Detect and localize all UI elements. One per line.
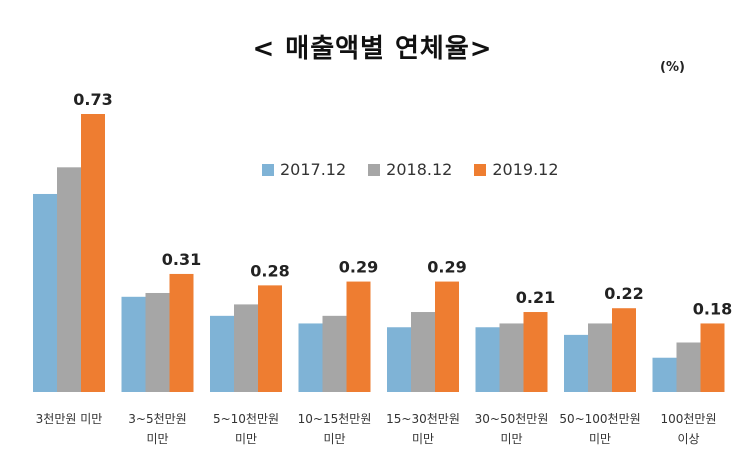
bar-2018.12-4 [411, 312, 435, 392]
category-label-5-0: 30~50천만원 [475, 411, 549, 426]
bar-2018.12-0 [57, 167, 81, 392]
category-label-0-0: 3천만원 미만 [36, 411, 103, 426]
data-label-4: 0.29 [427, 258, 466, 277]
category-label-7-1: 이상 [677, 432, 699, 446]
bar-2019.12-0 [81, 114, 105, 392]
data-label-2: 0.28 [250, 261, 289, 280]
legend-label-2017: 2017.12 [280, 160, 347, 179]
bar-2018.12-7 [676, 342, 701, 392]
legend-swatch-2017 [262, 163, 274, 176]
category-label-2-0: 5~10천만원 [213, 411, 279, 426]
bar-2017.12-7 [652, 357, 677, 392]
bar-2017.12-6 [564, 334, 588, 392]
bar-2018.12-2 [234, 304, 258, 392]
category-label-4-1: 미만 [412, 432, 434, 446]
category-label-1-1: 미만 [146, 432, 168, 446]
data-label-0: 0.73 [73, 90, 112, 109]
category-label-7-0: 100천만원 [660, 411, 716, 426]
legend-item-2018: 2018.12 [368, 160, 452, 179]
bar-2017.12-3 [298, 323, 323, 392]
category-label-6-1: 미만 [589, 432, 611, 446]
bar-2018.12-3 [322, 315, 347, 392]
bar-2017.12-2 [210, 315, 234, 392]
bar-2018.12-5 [499, 323, 524, 392]
legend-item-2017: 2017.12 [262, 160, 346, 179]
data-label-3: 0.29 [339, 258, 378, 277]
category-label-4-0: 15~30천만원 [386, 411, 460, 426]
bar-2017.12-1 [121, 296, 146, 392]
unit-label: (%) [660, 60, 685, 75]
category-label-5-1: 미만 [500, 432, 522, 446]
legend: 2017.12 2018.12 2019.12 [262, 160, 559, 179]
legend-label-2019: 2019.12 [492, 160, 559, 179]
bar-2018.12-6 [588, 323, 612, 392]
data-label-5: 0.21 [516, 288, 555, 307]
legend-item-2019: 2019.12 [474, 160, 559, 179]
category-label-2-1: 미만 [235, 432, 257, 446]
legend-swatch-2018 [368, 163, 381, 176]
category-label-6-0: 50~100천만원 [559, 411, 640, 426]
legend-swatch-2019 [474, 163, 487, 176]
bar-2019.12-6 [612, 308, 636, 392]
data-label-1: 0.31 [162, 250, 201, 269]
legend-label-2018: 2018.12 [386, 160, 453, 179]
bar-2017.12-4 [387, 327, 411, 392]
bar-2017.12-5 [475, 327, 500, 392]
category-label-3-0: 10~15천만원 [298, 411, 372, 426]
bar-2019.12-7 [700, 323, 725, 392]
category-label-3-1: 미만 [323, 432, 345, 446]
bar-2019.12-3 [346, 281, 371, 392]
bar-2019.12-4 [435, 281, 459, 392]
category-label-1-0: 3~5천만원 [128, 411, 186, 426]
bar-2019.12-2 [258, 285, 282, 392]
bar-2019.12-1 [169, 273, 194, 392]
chart-title: < 매출액별 연체율> [252, 34, 493, 64]
data-label-6: 0.22 [604, 284, 643, 303]
bar-2018.12-1 [145, 292, 170, 392]
bar-2017.12-0 [33, 193, 57, 392]
data-label-7: 0.18 [693, 299, 732, 318]
bar-2019.12-5 [523, 312, 548, 392]
